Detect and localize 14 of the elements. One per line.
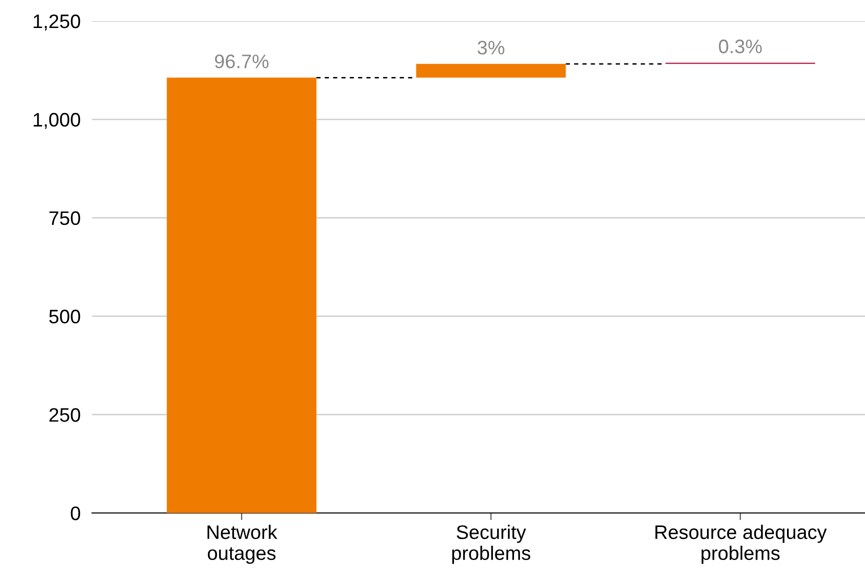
y-tick-label: 1,000 — [34, 112, 80, 129]
bar — [416, 64, 566, 78]
x-tick-label: Security problems — [452, 524, 530, 564]
x-tick-label: Resource adequacy problems — [655, 524, 827, 564]
annotation: 3% — [478, 40, 504, 55]
x-tick-label: Network outages — [208, 524, 278, 564]
bar — [166, 78, 316, 513]
annotation: 0.3% — [718, 40, 762, 54]
y-tick-label: 500 — [49, 310, 80, 324]
y-tick-label: 0 — [70, 506, 80, 520]
annotation: 96.7% — [214, 54, 268, 68]
y-tick-label: 1,250 — [34, 14, 80, 31]
y-tick-label: 750 — [49, 211, 80, 226]
y-tick-label: 250 — [49, 408, 80, 422]
